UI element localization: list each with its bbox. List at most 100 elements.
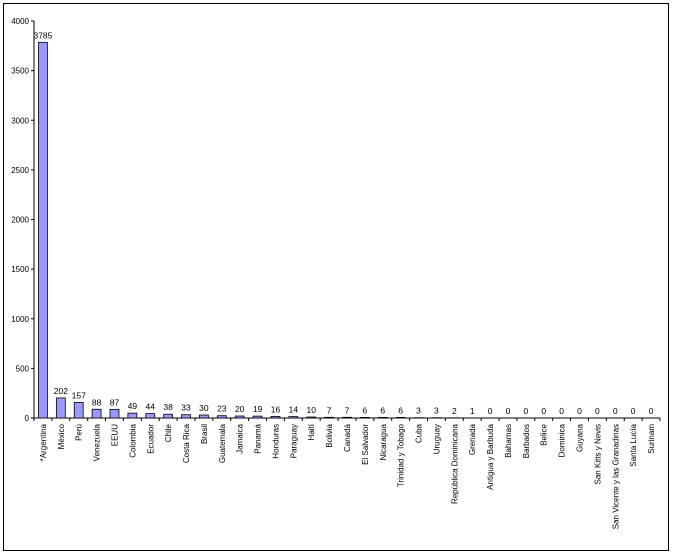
x-tick-label: Paraguay [289,424,298,458]
x-tick-label: Honduras [271,424,280,459]
x-tick-label: Cuba [415,423,424,443]
data-label: 202 [54,386,68,396]
data-label: 3785 [33,30,52,40]
bar [216,415,227,419]
data-label: 23 [217,404,227,414]
bar [127,412,138,419]
data-label: 0 [577,406,582,416]
bar [73,402,84,419]
data-label: 3 [416,406,421,416]
data-label: 44 [146,402,156,412]
data-label: 0 [541,406,546,416]
x-tick-label: Grenada [468,423,477,455]
bar [234,415,245,419]
data-label: 16 [271,404,281,414]
x-tick-label: *Argentina [39,423,48,461]
x-tick-label: Guatemala [218,423,227,463]
data-label: 0 [613,406,618,416]
y-tick-label: 1500 [11,265,29,274]
data-label: 88 [92,397,102,407]
data-label: 0 [649,406,654,416]
x-tick-label: Surinam [647,424,656,454]
x-tick-label: Bahamas [504,424,513,458]
x-tick-label: Chile [164,423,173,442]
data-label: 157 [72,390,86,400]
bar [360,417,370,419]
y-tick-label: 1000 [11,315,29,324]
x-tick-label: San Kitts y Nevis [593,424,602,484]
data-label: 6 [363,405,368,415]
x-tick-label: San Vicente y las Granadinas [611,424,620,529]
y-tick-label: 3000 [11,116,29,125]
x-tick-label: EEUU [110,424,119,446]
x-tick-label: El Salvador [361,424,370,465]
chart-area-frame [3,3,669,551]
y-tick-label: 4000 [11,17,29,26]
data-label: 19 [253,404,263,414]
x-tick-label: Panamá [254,423,263,453]
x-tick-label: Trinidad y Tobago [397,423,406,487]
bar [252,415,263,419]
x-tick-label: Nicaragua [379,423,388,460]
x-tick-label: República Dominicana [450,423,459,504]
x-tick-label: Perú [75,424,84,441]
x-tick-label: Costa Rica [182,423,191,463]
x-tick-label: Belice [540,423,549,445]
x-tick-label: Uruguay [432,424,441,454]
x-tick-label: Dominica [558,423,567,457]
x-tick-label: Canadá [343,423,352,452]
x-tick-label: México [57,423,66,449]
x-tick-label: Bolivia [325,423,334,447]
data-label: 3 [434,406,439,416]
y-tick-label: 2500 [11,166,29,175]
data-label: 0 [595,406,600,416]
data-label: 38 [163,402,173,412]
bar [181,414,191,419]
bar [199,414,209,419]
data-label: 0 [559,406,564,416]
x-tick-label: Barbados [522,424,531,458]
x-tick-label: Venezuela [93,423,102,461]
bar [395,417,406,419]
x-tick-label: Ecuador [146,424,155,454]
y-tick-label: 3500 [11,67,29,76]
bar [306,416,317,419]
data-label: 20 [235,404,245,414]
data-label: 1 [470,406,475,416]
data-label: 30 [199,403,209,413]
bar [91,408,102,419]
x-tick-label: Brasil [200,424,209,444]
x-tick-label: Jamaica [236,423,245,453]
bar [163,413,174,419]
x-tick-label: Santa Lucía [629,423,638,466]
data-label: 6 [398,405,403,415]
bar [342,416,352,419]
data-label: 10 [306,405,316,415]
data-label: 0 [631,406,636,416]
x-tick-label: Guyana [576,423,585,452]
data-label: 0 [506,406,511,416]
data-label: 7 [345,405,350,415]
data-label: 2 [452,406,457,416]
data-label: 0 [523,406,528,416]
bar [145,413,156,419]
data-label: 0 [488,406,493,416]
bar [109,408,120,419]
y-tick-label: 2000 [11,216,29,225]
data-label: 87 [110,397,120,407]
x-tick-label: Colombia [128,423,137,457]
bar [377,417,388,419]
bar [55,397,66,419]
bar [270,416,281,419]
data-label: 49 [128,401,138,411]
data-label: 6 [380,405,385,415]
data-label: 7 [327,405,332,415]
x-tick-label: Antigua y Barbuda [486,423,495,489]
data-label: 14 [289,405,299,415]
bar [324,416,334,419]
data-label: 33 [181,403,191,413]
y-tick-label: 500 [16,364,30,373]
bar [288,416,299,419]
y-tick-label: 0 [25,414,30,423]
